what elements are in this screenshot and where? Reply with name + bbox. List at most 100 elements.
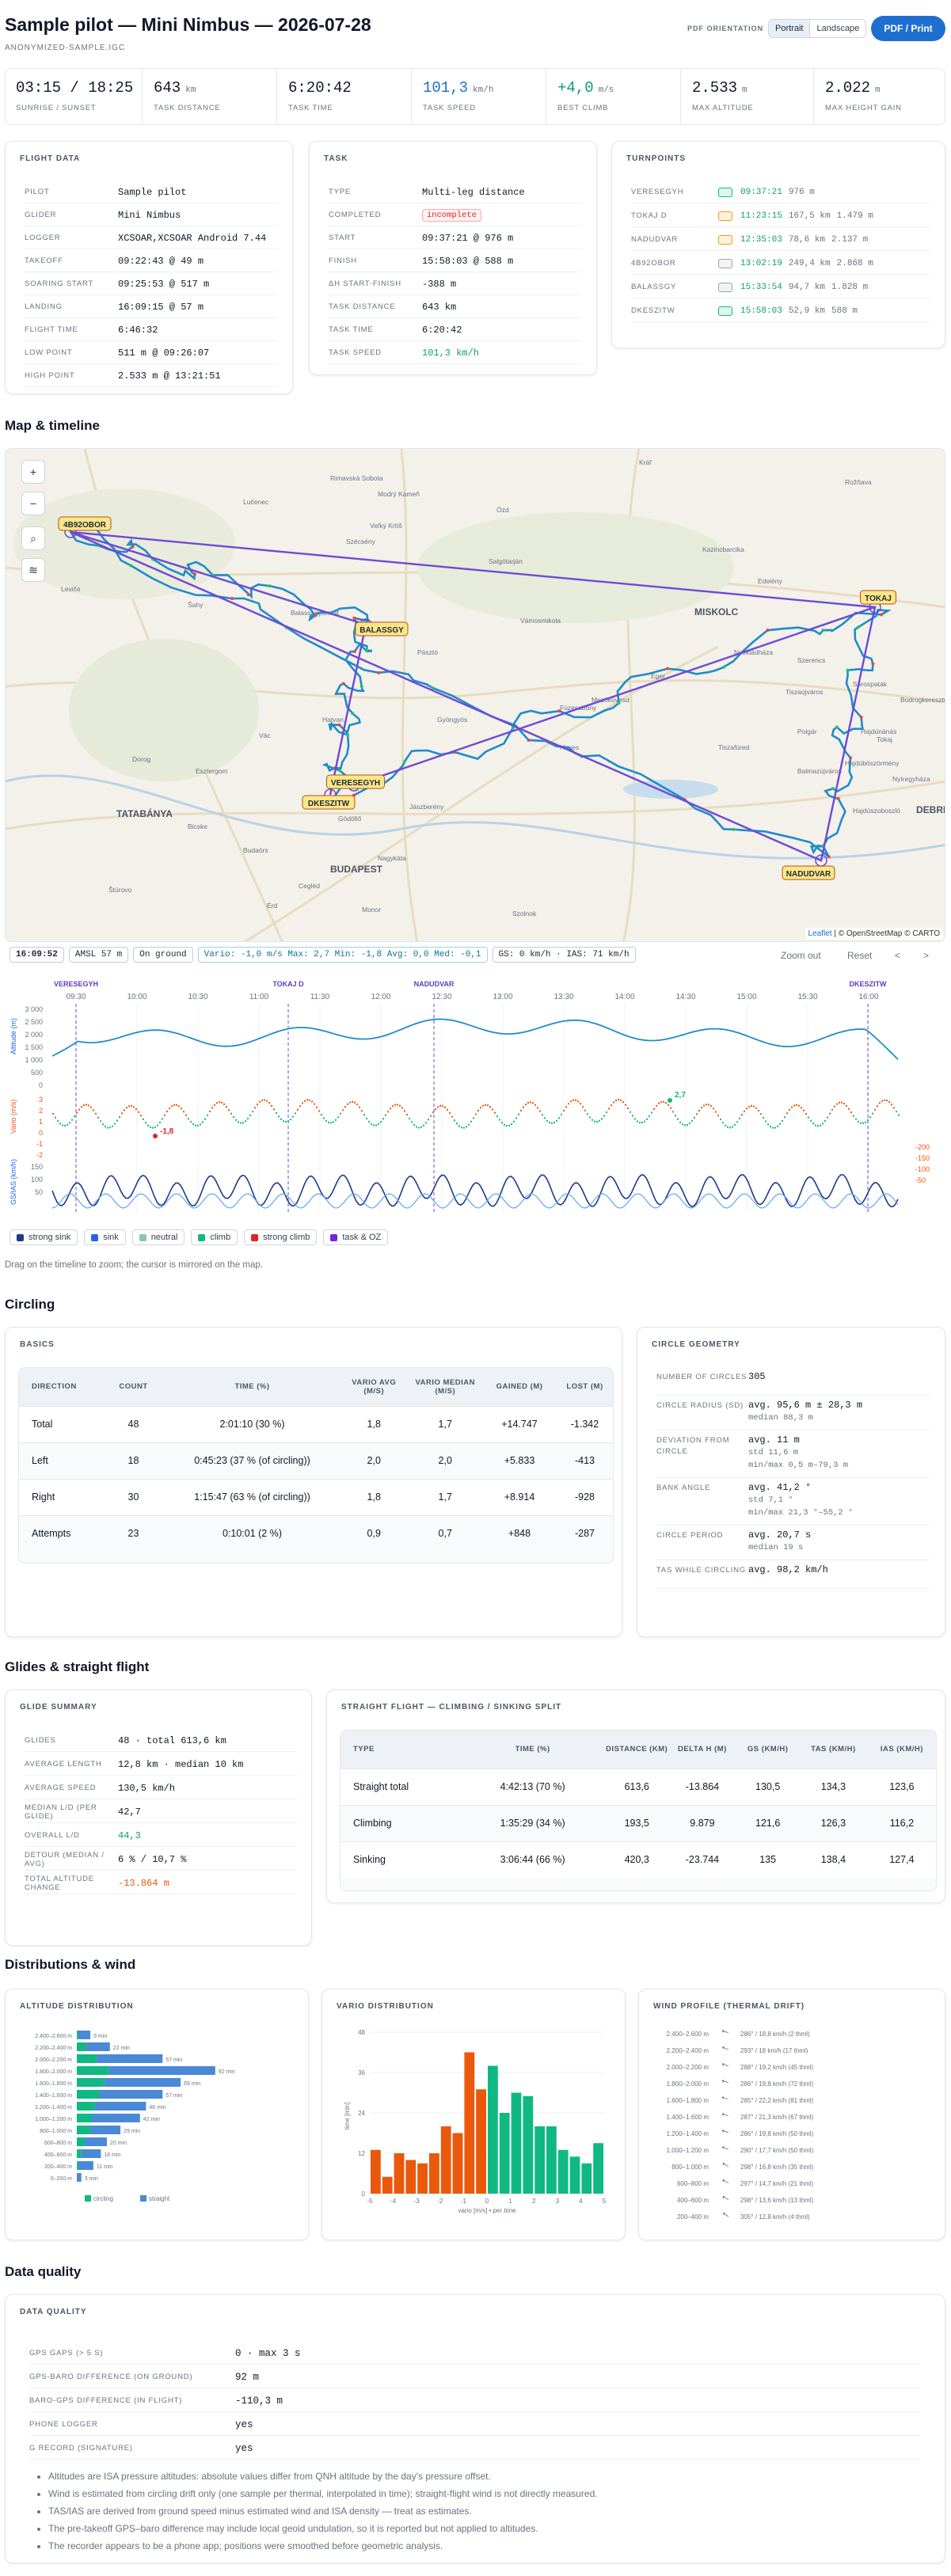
map-forest	[69, 639, 259, 781]
map-view[interactable]: Salgótarján MISKOLC BUDAPEST DEBRECEN TATABÁ…	[5, 448, 945, 942]
stat-value: +4,0 m/s	[557, 79, 614, 97]
turnpoint-time: 11:23:15	[740, 211, 782, 221]
card-title: DATA QUALITY	[20, 2308, 87, 2316]
table-cell: 420,3	[602, 1841, 668, 1878]
stat-label: BEST CLIMB	[557, 104, 609, 112]
quality-row: GPS-BARO DIFFERENCE (ON GROUND) 92 m	[29, 2366, 921, 2388]
task-value: 09:37:21 @ 976 m	[422, 232, 514, 244]
vario-bar	[405, 2160, 417, 2194]
table-cell: Straight total	[340, 1768, 460, 1805]
turnpoint-label: VERESEGYH	[331, 779, 380, 788]
print-button[interactable]: PDF / Print	[871, 16, 945, 41]
turnpoint-row[interactable]: BALASSGY 15:33:54 94,7 km 1.828 m	[631, 276, 930, 298]
glide-summary-key: GLIDES	[25, 1736, 56, 1745]
altitude-band-label: 800–1.000 m	[40, 2129, 72, 2134]
altitude-band-label: 600–800 m	[44, 2141, 72, 2146]
y-tick-label: 48	[358, 2029, 365, 2036]
search-icon[interactable]: ⌕	[21, 526, 45, 550]
turnpoint-row[interactable]: TOKAJ D 11:23:15 167,5 km 1.479 m	[631, 205, 930, 227]
table-header: DIRECTION	[19, 1368, 102, 1406]
table-cell: 0:45:23 (37 % (of circling))	[162, 1442, 340, 1479]
wind-band: 1.800–2.000 m	[666, 2080, 709, 2088]
legend-item[interactable]: strong climb	[244, 1229, 318, 1245]
legend-item[interactable]: neutral	[131, 1229, 185, 1245]
layers-icon[interactable]: ≋	[21, 558, 45, 582]
flight-data-value: 6:46:32	[118, 324, 158, 336]
next-button[interactable]: >	[923, 950, 930, 961]
table-cell: 130,5	[733, 1768, 800, 1805]
timeline-hint: Drag on the timeline to zoom; the cursor…	[5, 1260, 263, 1270]
reset-button[interactable]: Reset	[847, 950, 873, 961]
geometry-key: CIRCLE RADIUS (SD)	[656, 1401, 744, 1410]
altitude-tick: 0	[39, 1081, 43, 1089]
vario-bar	[581, 2163, 592, 2194]
turnpoint-row[interactable]: VERESEGYH 09:37:21 976 m	[631, 181, 930, 203]
vario-bar	[557, 2149, 569, 2194]
altitude-tick: 2 000	[25, 1031, 43, 1039]
prev-button[interactable]: <	[895, 950, 901, 961]
wind-value: 297° / 14,7 km/h (21 thml)	[740, 2179, 814, 2187]
map-place-label: Hajdúböszörmény	[845, 759, 900, 767]
turnpoint-status-icon	[718, 306, 732, 316]
table-cell: +14.747	[482, 1405, 553, 1442]
x-tick-label: -3	[414, 2198, 420, 2205]
vario-bar	[440, 2126, 451, 2194]
time-tick-label: 15:00	[736, 993, 756, 1001]
wind-arrow-icon: →	[717, 2175, 732, 2192]
glide-summary-row: MEDIAN L/D (PER GLIDE) 42,7	[25, 1801, 297, 1823]
task-row: COMPLETED incomplete	[329, 204, 582, 226]
table-cell: -13.864	[668, 1768, 734, 1805]
legend-label: strong sink	[29, 1233, 71, 1242]
timeline-chart[interactable]: VERESEGYH TOKAJ D NADUDVAR DKESZITW 09:30 10:…	[5, 975, 945, 1217]
flight-data-value: XCSOAR,XCSOAR Android 7.44	[118, 232, 267, 244]
quality-row: G RECORD (SIGNATURE) yes	[29, 2437, 921, 2460]
turnpoint-name: NADUDVAR	[631, 235, 679, 244]
table-cell: -287	[553, 1514, 613, 1552]
legend-item[interactable]: climb	[191, 1229, 238, 1245]
y-tick-label: 36	[358, 2069, 365, 2076]
flight-data-key: SOARING START	[25, 279, 94, 288]
thermal-marker	[836, 796, 840, 800]
turnpoint-name: 4B92OBOR	[631, 259, 676, 268]
turnpoint-row[interactable]: NADUDVAR 12:35:03 78,6 km 2.137 m	[631, 229, 930, 251]
turnpoint-time: 12:35:03	[740, 234, 782, 245]
thermal-marker	[359, 685, 363, 689]
stat-unit: km	[185, 85, 196, 95]
landscape-button[interactable]: Landscape	[809, 20, 865, 37]
altitude-tick: 2 500	[25, 1018, 43, 1026]
map-place-label: Vác	[259, 731, 271, 739]
table-header: COUNT	[102, 1368, 162, 1406]
map-place-label: Nyíregyháza	[892, 775, 930, 783]
altitude-bar-label: 42 min	[143, 2117, 160, 2122]
turnpoint-time: 15:33:54	[740, 282, 782, 292]
map-place-label: Hajdúnánás	[861, 728, 896, 735]
table-cell: Climbing	[340, 1804, 460, 1841]
portrait-button[interactable]: Portrait	[769, 20, 810, 37]
circling-bar	[77, 2042, 86, 2051]
table-header: TIME (%)	[459, 1731, 603, 1769]
map-canvas[interactable]: Salgótarján MISKOLC BUDAPEST DEBRECEN TATABÁ…	[6, 449, 945, 942]
flight-data-key: TAKEOFF	[25, 256, 63, 265]
zoom-out-button[interactable]: −	[21, 492, 45, 515]
turnpoint-row[interactable]: DKESZITW 15:58:03 52,9 km 588 m	[631, 300, 930, 322]
legend-item[interactable]: strong sink	[10, 1229, 78, 1245]
circling-bar	[77, 2090, 100, 2099]
table-cell: 18	[102, 1442, 162, 1479]
legend-item[interactable]: task & OZ	[323, 1229, 389, 1245]
turnpoint-row[interactable]: 4B92OBOR 13:02:19 249,4 km 2.868 m	[631, 253, 930, 275]
wind-value: 293° / 18 km/h (17 thml)	[740, 2046, 808, 2054]
turnpoint-detail: 15:33:54 94,7 km 1.828 m	[740, 283, 868, 292]
stat-sunrise-sunset: 03:15 / 18:25 SUNRISE / SUNSET	[5, 68, 143, 125]
x-tick-label: 0	[485, 2198, 489, 2205]
straight-bar	[99, 2090, 163, 2099]
legend-item[interactable]: sink	[84, 1229, 126, 1245]
legend-label: task & OZ	[342, 1233, 382, 1242]
geometry-line: avg. 11 m	[748, 1434, 800, 1446]
wind-row: 1.400–1.600 m → 287° / 21,3 km/h (67 thml)	[653, 2109, 814, 2125]
wind-arrow-icon: →	[717, 2126, 732, 2141]
turnpoint-label: 4B92OBOR	[63, 521, 107, 530]
leaflet-link[interactable]: Leaflet	[808, 929, 832, 938]
zoom-in-button[interactable]: +	[21, 460, 45, 484]
wind-arrow-icon: →	[717, 2158, 732, 2175]
zoom-out-timeline-button[interactable]: Zoom out	[781, 950, 821, 961]
